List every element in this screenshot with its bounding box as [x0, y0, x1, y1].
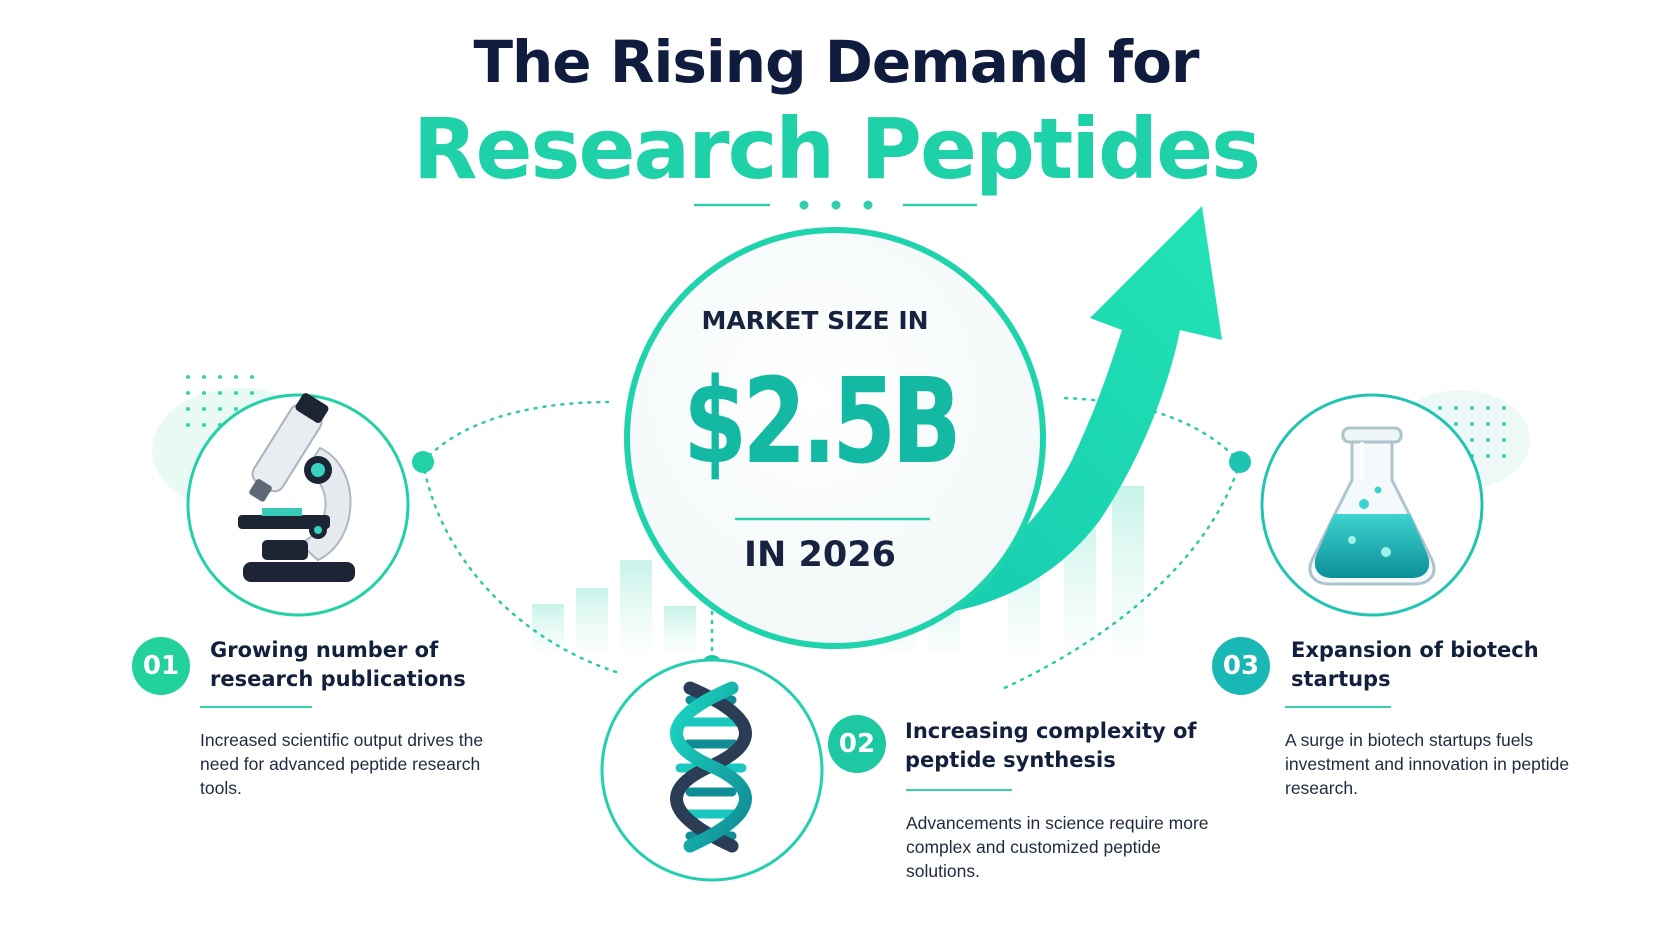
page-title: The Rising Demand for	[473, 28, 1199, 96]
connector-node	[412, 451, 434, 473]
item-description: A surge in biotech startups fuels invest…	[1285, 730, 1570, 798]
item-title: Increasing complexity of peptide synthes…	[905, 719, 1197, 772]
item-divider	[906, 789, 1012, 791]
item-number-badge: 01	[132, 637, 190, 695]
item-divider	[1285, 706, 1391, 708]
connector-node	[1229, 451, 1251, 473]
microscope-circle	[186, 393, 410, 617]
page-subtitle: Research Peptides	[412, 100, 1261, 198]
item-title: Expansion of biotech startups	[1291, 638, 1539, 691]
market-size-value: $2.5B	[683, 352, 962, 490]
item-number-badge: 02	[828, 715, 886, 773]
item-description: Advancements in science require more com…	[906, 813, 1209, 881]
market-size-circle	[624, 227, 1046, 649]
microscope-icon	[238, 393, 355, 582]
connector-lines	[421, 396, 1242, 692]
market-size-label: MARKET SIZE IN	[701, 306, 929, 335]
dot-pattern-left	[186, 375, 254, 427]
item-number-badge: 03	[1212, 637, 1270, 695]
title-divider	[694, 200, 977, 210]
item-description: Increased scientific output drives the n…	[200, 730, 484, 798]
flask-icon	[1308, 426, 1436, 586]
market-size-year: IN 2026	[744, 535, 896, 575]
item-divider	[200, 706, 312, 708]
growth-arrow-icon	[838, 206, 1222, 619]
item-title: Growing number of research publications	[210, 638, 466, 691]
dna-icon	[670, 681, 752, 853]
